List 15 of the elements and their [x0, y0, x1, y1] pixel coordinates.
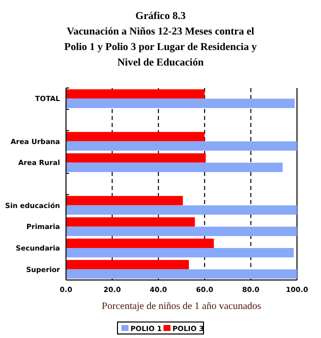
- bar: [66, 217, 195, 227]
- chart-title: Gráfico 8.3 Vacunación a Niños 12-23 Meses contra el Polio 1 y Polio 3 por Lugar de Residencia y Nivel de Educación: [64, 11, 258, 68]
- x-axis-title: Porcentaje de niños de 1 año vacunados: [102, 301, 262, 312]
- bar: [66, 153, 206, 163]
- bar: [66, 205, 297, 215]
- bar: [66, 162, 283, 172]
- bar: [66, 141, 297, 151]
- bar: [66, 260, 189, 270]
- bar: [66, 132, 205, 142]
- bar: [66, 248, 294, 258]
- bar: [66, 89, 205, 99]
- bar: [66, 196, 183, 206]
- bar: [66, 98, 295, 108]
- bar: [66, 226, 297, 236]
- bar: [66, 238, 214, 248]
